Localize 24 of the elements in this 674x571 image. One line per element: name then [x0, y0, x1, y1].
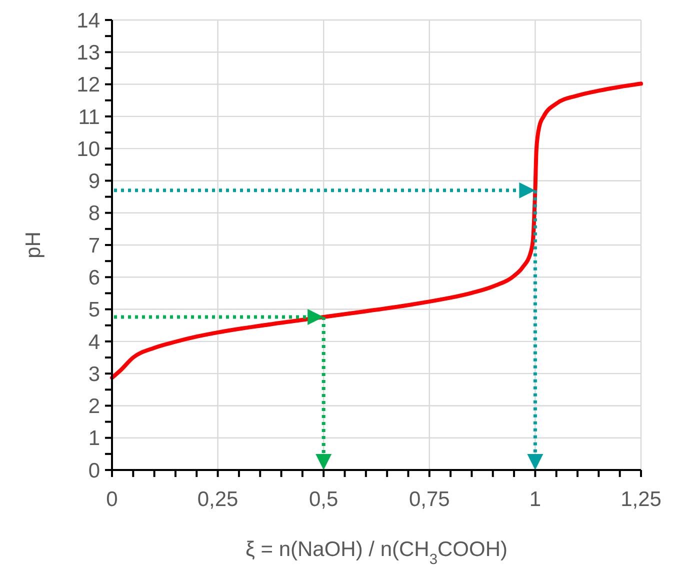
y-tick-label: 10 — [76, 138, 100, 161]
y-tick-label: 11 — [78, 106, 100, 129]
y-tick-label: 14 — [76, 9, 100, 32]
y-axis-title: pH — [22, 232, 45, 258]
y-tick-label: 12 — [76, 74, 100, 97]
y-tick-label: 3 — [88, 362, 100, 386]
x-tick-label: 0,5 — [309, 488, 338, 511]
line-series — [110, 82, 643, 380]
x-tick-label: 1,25 — [620, 488, 662, 511]
y-tick-label: 7 — [88, 234, 100, 258]
y-tick-label: 8 — [88, 202, 100, 226]
x-tick-label: 0 — [106, 488, 118, 511]
y-tick-label: 4 — [88, 330, 100, 354]
y-tick-label: 1 — [88, 427, 100, 450]
y-tick-label: 5 — [88, 298, 100, 322]
y-tick-label: 6 — [88, 266, 100, 290]
x-tick-label: 0,25 — [197, 488, 238, 511]
x-tick-label: 0,75 — [408, 488, 450, 511]
x-tick-label: 1 — [529, 488, 542, 511]
y-tick-label: 9 — [88, 170, 100, 194]
y-tick-label: 13 — [76, 41, 100, 64]
y-tick-label: 0 — [88, 459, 100, 482]
x-axis-title: ξ = n(NaOH) / n(CH$_{3}$COOH) — [245, 538, 508, 568]
y-tick-label: 2 — [88, 395, 100, 418]
